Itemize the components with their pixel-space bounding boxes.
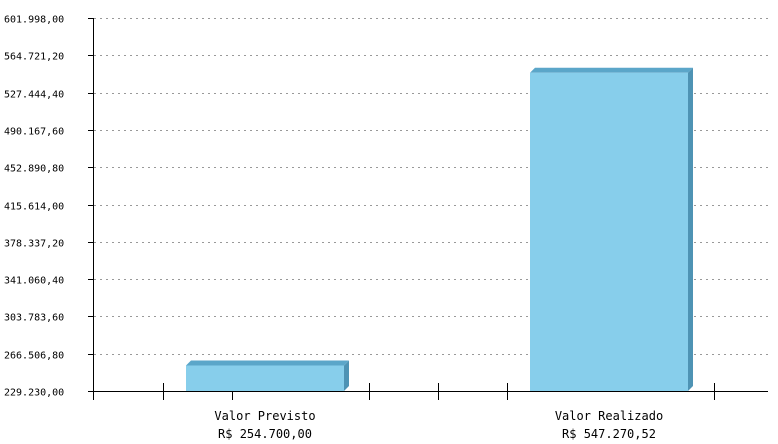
y-axis: 229.230,00 266.506,80 303.783,60 341.060,40… [4,15,94,399]
y-tick-label: 452.890,80 [4,164,64,175]
x-category-label: Valor Previsto [214,409,315,423]
bar-side [344,360,349,391]
y-tick-label: 564.721,20 [4,52,64,63]
y-tick-label: 527.444,40 [4,90,64,101]
bars [186,67,693,392]
x-axis [93,383,768,400]
bar-top [530,67,693,73]
x-category-value-label: R$ 547.270,52 [562,427,656,441]
bar-side [688,67,693,392]
x-category-value-label: R$ 254.700,00 [218,427,312,441]
bar [186,365,344,391]
bar-top [186,360,349,366]
y-tick-label: 303.783,60 [4,313,64,324]
x-category-label: Valor Realizado [555,409,663,423]
bar [530,72,688,392]
y-tick-label: 266.506,80 [4,351,64,362]
y-tick-label: 490.167,60 [4,127,64,138]
grid-lines [94,18,768,355]
y-tick-label: 415.614,00 [4,202,64,213]
y-tick-label: 229.230,00 [4,388,64,399]
y-tick-label: 341.060,40 [4,276,64,287]
y-tick-label: 601.998,00 [4,15,64,26]
x-category-labels: Valor Previsto R$ 254.700,00 Valor Realiza… [214,409,663,441]
y-tick-label: 378.337,20 [4,239,64,250]
